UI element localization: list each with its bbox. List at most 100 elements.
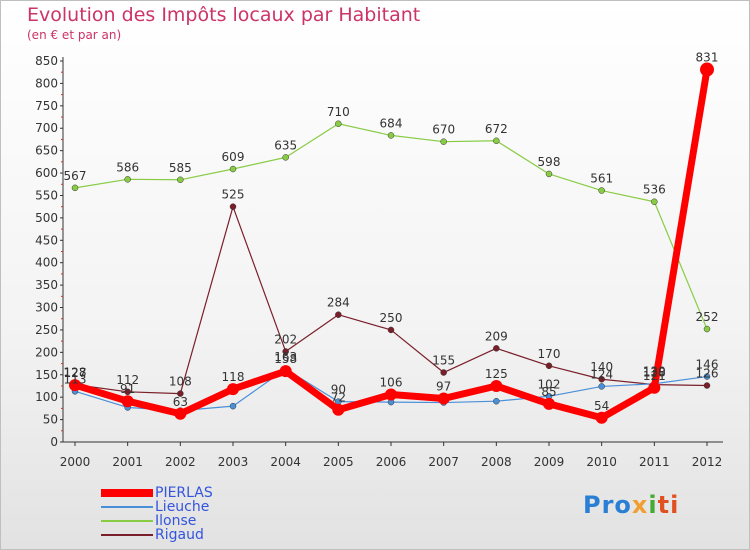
legend-label: Lieuche — [155, 499, 210, 515]
y-tick-label: 750 — [35, 99, 58, 113]
data-label-rigaud: 250 — [380, 311, 403, 325]
x-tick-label: 2010 — [586, 455, 617, 469]
chart-subtitle: (en € et par an) — [27, 28, 122, 42]
y-tick-label: 600 — [35, 166, 58, 180]
data-point-rigaud — [335, 311, 342, 318]
data-label-ilonse: 672 — [485, 122, 508, 136]
data-label-pierlas: 121 — [643, 369, 666, 383]
data-point-ilonse — [598, 187, 605, 194]
y-tick-label: 450 — [35, 233, 58, 247]
data-label-lieuche: 113 — [64, 372, 87, 386]
y-tick-label: 800 — [35, 76, 58, 90]
data-point-rigaud — [229, 203, 237, 210]
y-tick-label: 200 — [35, 345, 58, 359]
data-point-rigaud — [493, 345, 500, 352]
x-tick-label: 2004 — [270, 455, 301, 469]
data-point-pierlas — [69, 379, 81, 392]
y-tick-label: 150 — [35, 368, 58, 382]
data-label-pierlas: 85 — [541, 385, 556, 399]
legend-label: Rigaud — [155, 527, 204, 543]
y-tick-label: 100 — [35, 390, 58, 404]
x-tick-label: 2006 — [376, 455, 407, 469]
data-point-lieuche — [493, 397, 500, 405]
data-label-pierlas: 54 — [594, 399, 609, 413]
data-label-pierlas: 63 — [173, 395, 188, 409]
data-label-rigaud: 202 — [274, 332, 297, 346]
data-label-lieuche: 90 — [331, 383, 346, 397]
data-label-rigaud: 140 — [590, 360, 613, 374]
data-label-lieuche: 163 — [274, 350, 297, 364]
data-point-ilonse — [440, 138, 447, 145]
y-tick-label: 700 — [35, 121, 58, 135]
data-label-ilonse: 609 — [222, 150, 245, 164]
data-label-rigaud: 126 — [696, 367, 719, 381]
y-tick-label: 550 — [35, 188, 58, 202]
x-tick-label: 2007 — [428, 455, 459, 469]
data-point-rigaud — [387, 326, 395, 334]
y-tick-label: 50 — [43, 413, 58, 427]
data-point-ilonse — [703, 325, 711, 333]
y-tick-label: 0 — [50, 435, 58, 449]
data-label-rigaud: 108 — [169, 375, 192, 389]
legend-label: PIERLAS — [155, 485, 213, 501]
data-point-pierlas — [385, 388, 397, 401]
y-tick-label: 500 — [35, 211, 58, 225]
legend-swatch — [101, 489, 153, 497]
data-point-ilonse — [545, 170, 553, 178]
data-point-rigaud — [177, 390, 184, 397]
data-label-ilonse: 710 — [327, 105, 350, 119]
data-label-rigaud: 112 — [116, 373, 139, 387]
data-point-lieuche — [598, 383, 605, 390]
data-point-rigaud — [545, 362, 553, 370]
data-point-pierlas — [648, 381, 661, 394]
data-label-pierlas: 118 — [222, 370, 245, 384]
data-point-rigaud — [124, 388, 131, 396]
data-label-lieuche: 130 — [643, 365, 666, 379]
data-label-pierlas: 158 — [274, 352, 297, 366]
data-label-pierlas: 125 — [485, 367, 508, 381]
chart-title: Evolution des Impôts locaux par Habitant — [27, 4, 421, 26]
data-label-ilonse: 586 — [116, 160, 139, 174]
y-tick-label: 850 — [35, 54, 58, 68]
data-label-ilonse: 585 — [169, 161, 192, 175]
x-tick-label: 2012 — [692, 455, 723, 469]
data-point-pierlas — [543, 397, 555, 410]
data-label-pierlas: 127 — [64, 366, 87, 380]
data-point-rigaud — [703, 382, 711, 389]
data-point-pierlas — [174, 407, 187, 420]
legend-label: Ilonse — [155, 513, 197, 529]
data-label-rigaud: 128 — [643, 366, 666, 380]
data-label-ilonse: 684 — [380, 116, 403, 130]
data-label-ilonse: 536 — [643, 183, 666, 197]
data-label-ilonse: 635 — [274, 138, 297, 152]
data-point-ilonse — [282, 154, 289, 161]
y-tick-label: 350 — [35, 278, 58, 292]
data-label-ilonse: 567 — [64, 169, 87, 183]
x-tick-label: 2011 — [639, 455, 670, 469]
data-point-pierlas — [490, 379, 503, 392]
legend-swatch — [101, 534, 153, 536]
data-label-ilonse: 598 — [538, 155, 561, 169]
data-point-pierlas — [279, 365, 292, 378]
data-label-rigaud: 525 — [222, 188, 245, 202]
data-label-ilonse: 561 — [590, 172, 613, 186]
data-label-rigaud: 284 — [327, 296, 350, 310]
legend-swatch — [101, 506, 153, 508]
data-point-ilonse — [335, 120, 342, 128]
data-point-ilonse — [493, 137, 500, 145]
x-tick-label: 2003 — [218, 455, 249, 469]
data-point-pierlas — [437, 392, 450, 405]
data-label-pierlas: 97 — [436, 380, 451, 394]
data-label-pierlas: 91 — [120, 382, 135, 396]
x-tick-label: 2000 — [60, 455, 91, 469]
data-point-pierlas — [700, 62, 714, 77]
data-point-ilonse — [651, 198, 658, 205]
data-point-rigaud — [598, 375, 605, 383]
data-point-ilonse — [71, 184, 79, 192]
x-tick-label: 2005 — [323, 455, 354, 469]
legend-swatch — [101, 520, 153, 522]
x-tick-label: 2001 — [112, 455, 143, 469]
data-label-pierlas: 72 — [331, 391, 346, 405]
